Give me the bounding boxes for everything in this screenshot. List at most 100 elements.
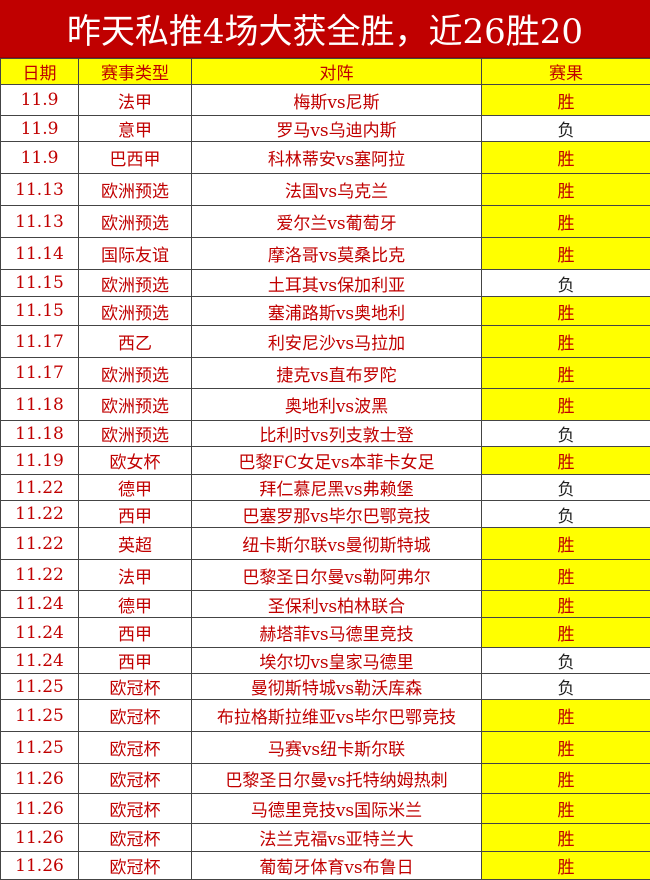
cell-result: 胜 bbox=[482, 700, 650, 732]
cell-match: 巴黎圣日尔曼vs托特纳姆热刺 bbox=[192, 764, 482, 794]
cell-result: 负 bbox=[482, 270, 650, 297]
cell-date: 11.9 bbox=[1, 116, 79, 142]
cell-match: 利安尼沙vs马拉加 bbox=[192, 326, 482, 358]
cell-result: 胜 bbox=[482, 142, 650, 174]
cell-date: 11.26 bbox=[1, 852, 79, 880]
cell-date: 11.24 bbox=[1, 591, 79, 618]
cell-result: 胜 bbox=[482, 326, 650, 358]
cell-competition: 德甲 bbox=[79, 591, 192, 618]
cell-competition: 欧冠杯 bbox=[79, 794, 192, 824]
cell-result: 胜 bbox=[482, 591, 650, 618]
cell-match: 捷克vs直布罗陀 bbox=[192, 358, 482, 389]
cell-competition: 欧洲预选 bbox=[79, 206, 192, 238]
cell-date: 11.26 bbox=[1, 794, 79, 824]
cell-competition: 欧冠杯 bbox=[79, 674, 192, 700]
cell-result: 胜 bbox=[482, 824, 650, 852]
cell-competition: 德甲 bbox=[79, 475, 192, 501]
cell-match: 巴黎圣日尔曼vs勒阿弗尔 bbox=[192, 560, 482, 591]
cell-date: 11.9 bbox=[1, 85, 79, 116]
cell-result: 胜 bbox=[482, 560, 650, 591]
header-date: 日期 bbox=[1, 59, 79, 85]
cell-match: 巴黎FC女足vs本菲卡女足 bbox=[192, 447, 482, 475]
cell-result: 胜 bbox=[482, 358, 650, 389]
cell-date: 11.17 bbox=[1, 326, 79, 358]
cell-competition: 欧冠杯 bbox=[79, 732, 192, 764]
cell-competition: 国际友谊 bbox=[79, 238, 192, 270]
cell-competition: 欧洲预选 bbox=[79, 358, 192, 389]
cell-date: 11.17 bbox=[1, 358, 79, 389]
cell-date: 11.25 bbox=[1, 700, 79, 732]
cell-competition: 法甲 bbox=[79, 560, 192, 591]
cell-result: 胜 bbox=[482, 389, 650, 421]
cell-competition: 欧冠杯 bbox=[79, 700, 192, 732]
cell-date: 11.24 bbox=[1, 618, 79, 648]
cell-result: 胜 bbox=[482, 732, 650, 764]
cell-date: 11.15 bbox=[1, 297, 79, 326]
cell-date: 11.13 bbox=[1, 174, 79, 206]
cell-date: 11.24 bbox=[1, 648, 79, 674]
cell-result: 胜 bbox=[482, 618, 650, 648]
cell-match: 比利时vs列支敦士登 bbox=[192, 421, 482, 447]
cell-competition: 欧女杯 bbox=[79, 447, 192, 475]
cell-date: 11.18 bbox=[1, 421, 79, 447]
cell-date: 11.19 bbox=[1, 447, 79, 475]
cell-match: 罗马vs乌迪内斯 bbox=[192, 116, 482, 142]
cell-result: 负 bbox=[482, 475, 650, 501]
cell-date: 11.22 bbox=[1, 528, 79, 560]
cell-result: 胜 bbox=[482, 852, 650, 880]
cell-match: 圣保利vs柏林联合 bbox=[192, 591, 482, 618]
cell-match: 摩洛哥vs莫桑比克 bbox=[192, 238, 482, 270]
cell-competition: 西乙 bbox=[79, 326, 192, 358]
cell-match: 法兰克福vs亚特兰大 bbox=[192, 824, 482, 852]
cell-date: 11.26 bbox=[1, 824, 79, 852]
cell-match: 布拉格斯拉维亚vs毕尔巴鄂竞技 bbox=[192, 700, 482, 732]
cell-date: 11.15 bbox=[1, 270, 79, 297]
cell-match: 纽卡斯尔联vs曼彻斯特城 bbox=[192, 528, 482, 560]
cell-result: 胜 bbox=[482, 238, 650, 270]
cell-match: 塞浦路斯vs奥地利 bbox=[192, 297, 482, 326]
cell-competition: 欧洲预选 bbox=[79, 421, 192, 447]
cell-result: 负 bbox=[482, 116, 650, 142]
cell-match: 土耳其vs保加利亚 bbox=[192, 270, 482, 297]
cell-competition: 欧洲预选 bbox=[79, 297, 192, 326]
cell-competition: 欧冠杯 bbox=[79, 852, 192, 880]
cell-match: 马德里竞技vs国际米兰 bbox=[192, 794, 482, 824]
cell-result: 胜 bbox=[482, 206, 650, 238]
header-result: 赛果 bbox=[482, 59, 650, 85]
cell-result: 胜 bbox=[482, 794, 650, 824]
cell-result: 胜 bbox=[482, 297, 650, 326]
cell-match: 拜仁慕尼黑vs弗赖堡 bbox=[192, 475, 482, 501]
cell-date: 11.26 bbox=[1, 764, 79, 794]
cell-date: 11.13 bbox=[1, 206, 79, 238]
table-header: 日期 赛事类型 对阵 赛果 bbox=[1, 59, 650, 85]
header-competition: 赛事类型 bbox=[79, 59, 192, 85]
cell-match: 巴塞罗那vs毕尔巴鄂竞技 bbox=[192, 501, 482, 528]
cell-result: 胜 bbox=[482, 174, 650, 206]
cell-competition: 英超 bbox=[79, 528, 192, 560]
cell-date: 11.18 bbox=[1, 389, 79, 421]
cell-date: 11.14 bbox=[1, 238, 79, 270]
header-match: 对阵 bbox=[192, 59, 482, 85]
cell-match: 奥地利vs波黑 bbox=[192, 389, 482, 421]
cell-match: 曼彻斯特城vs勒沃库森 bbox=[192, 674, 482, 700]
cell-date: 11.25 bbox=[1, 732, 79, 764]
cell-match: 法国vs乌克兰 bbox=[192, 174, 482, 206]
